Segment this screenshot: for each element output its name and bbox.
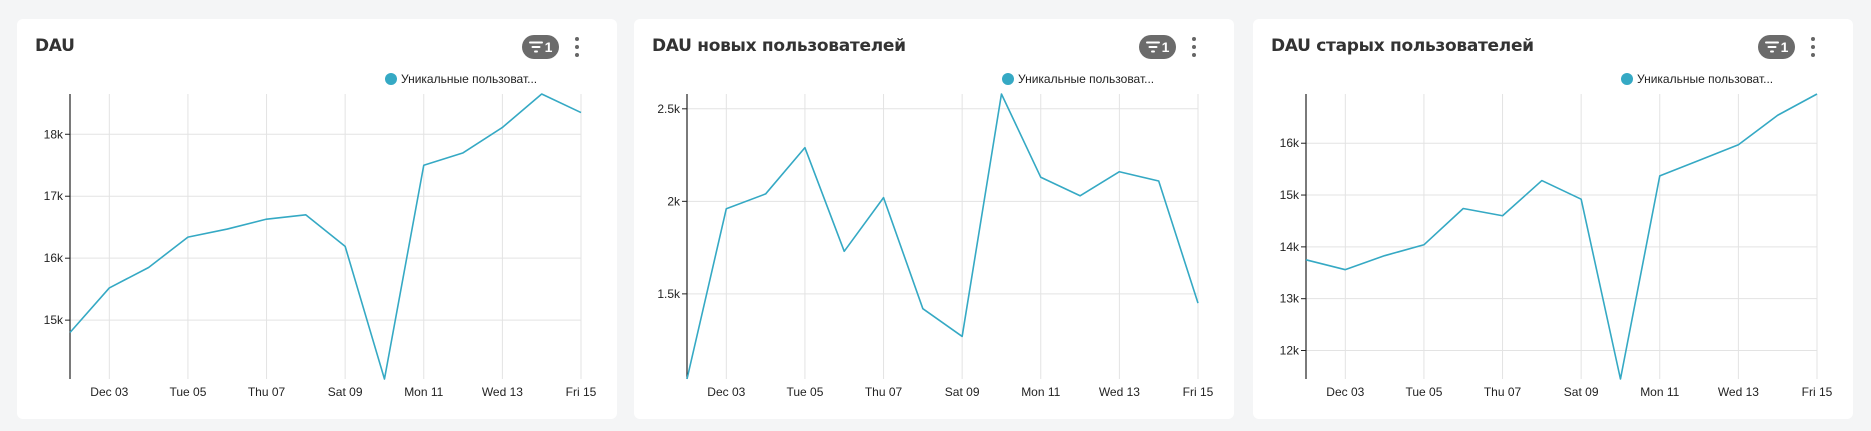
more-options-icon[interactable] <box>1809 37 1817 57</box>
x-tick-label: Tue 05 <box>1405 385 1442 399</box>
chart-title: DAU новых пользователей <box>652 36 906 56</box>
more-options-icon[interactable] <box>1190 37 1198 57</box>
filter-count: 1 <box>1780 39 1789 55</box>
filter-badge[interactable]: 1 <box>522 35 559 59</box>
filter-icon <box>1145 41 1160 53</box>
filter-count: 1 <box>544 39 553 55</box>
chart-title: DAU старых пользователей <box>1271 36 1534 56</box>
line-chart: 15k 16k 17k 18k Dec 03 Tue 05 Thu 07 Sat 09 Mon … <box>44 93 597 399</box>
y-tick-label: 1.5k <box>657 287 681 301</box>
legend-label: Уникальные пользоват... <box>401 72 538 86</box>
x-tick-label: Wed 13 <box>1718 385 1759 399</box>
y-tick-label: 15k <box>44 313 64 327</box>
x-tick-label: Sat 09 <box>945 385 980 399</box>
filter-icon <box>528 41 543 53</box>
series-line <box>686 93 1199 380</box>
legend-label: Уникальные пользоват... <box>1018 72 1155 86</box>
y-tick-label: 15k <box>1280 188 1300 202</box>
y-tick-label: 17k <box>44 189 64 203</box>
chart-card-dau: DAU 1 Уникальные пользоват... 15k 16k 17k 1… <box>17 19 617 419</box>
y-tick-label: 2.5k <box>657 102 681 116</box>
y-tick-label: 16k <box>44 251 64 265</box>
x-tick-label: Dec 03 <box>90 385 128 399</box>
x-tick-label: Tue 05 <box>786 385 823 399</box>
x-tick-label: Dec 03 <box>707 385 745 399</box>
y-tick-label: 18k <box>44 127 64 141</box>
x-tick-label: Fri 15 <box>566 385 597 399</box>
x-tick-label: Fri 15 <box>1183 385 1214 399</box>
y-tick-label: 12k <box>1280 344 1300 358</box>
legend-swatch <box>1621 73 1633 85</box>
x-tick-label: Sat 09 <box>328 385 363 399</box>
line-chart: 1.5k 2k 2.5k Dec 03 Tue 05 Thu 07 Sat 09 Mon 11… <box>657 93 1214 399</box>
x-tick-label: Wed 13 <box>482 385 523 399</box>
x-tick-label: Mon 11 <box>1640 385 1679 399</box>
x-tick-label: Thu 07 <box>1484 385 1522 399</box>
legend[interactable]: Уникальные пользоват... <box>1002 71 1154 87</box>
series-line <box>1305 93 1818 380</box>
chart-card-dau-old-users: DAU старых пользователей 1 Уникальные по… <box>1253 19 1853 419</box>
x-tick-label: Wed 13 <box>1099 385 1140 399</box>
x-tick-label: Fri 15 <box>1802 385 1833 399</box>
x-tick-label: Thu 07 <box>865 385 903 399</box>
filter-badge[interactable]: 1 <box>1139 35 1176 59</box>
y-tick-label: 16k <box>1280 136 1300 150</box>
legend-swatch <box>1002 73 1014 85</box>
x-tick-label: Thu 07 <box>248 385 286 399</box>
filter-badge[interactable]: 1 <box>1758 35 1795 59</box>
more-options-icon[interactable] <box>573 37 581 57</box>
filter-count: 1 <box>1161 39 1170 55</box>
y-tick-label: 2k <box>667 194 681 208</box>
y-tick-label: 13k <box>1280 292 1300 306</box>
chart-title: DAU <box>35 36 75 56</box>
line-chart: 12k 13k 14k 15k 16k Dec 03 Tue 05 Thu 07 Sat 09 M… <box>1280 93 1833 399</box>
legend[interactable]: Уникальные пользоват... <box>385 71 537 87</box>
legend-label: Уникальные пользоват... <box>1637 72 1774 86</box>
chart-card-dau-new-users: DAU новых пользователей 1 Уникальные пол… <box>634 19 1234 419</box>
x-tick-label: Mon 11 <box>404 385 443 399</box>
y-tick-label: 14k <box>1280 240 1300 254</box>
x-tick-label: Tue 05 <box>169 385 206 399</box>
legend[interactable]: Уникальные пользоват... <box>1621 71 1773 87</box>
x-tick-label: Mon 11 <box>1021 385 1060 399</box>
filter-icon <box>1764 41 1779 53</box>
series-line <box>69 93 582 380</box>
x-tick-label: Dec 03 <box>1326 385 1364 399</box>
legend-swatch <box>385 73 397 85</box>
x-tick-label: Sat 09 <box>1564 385 1599 399</box>
